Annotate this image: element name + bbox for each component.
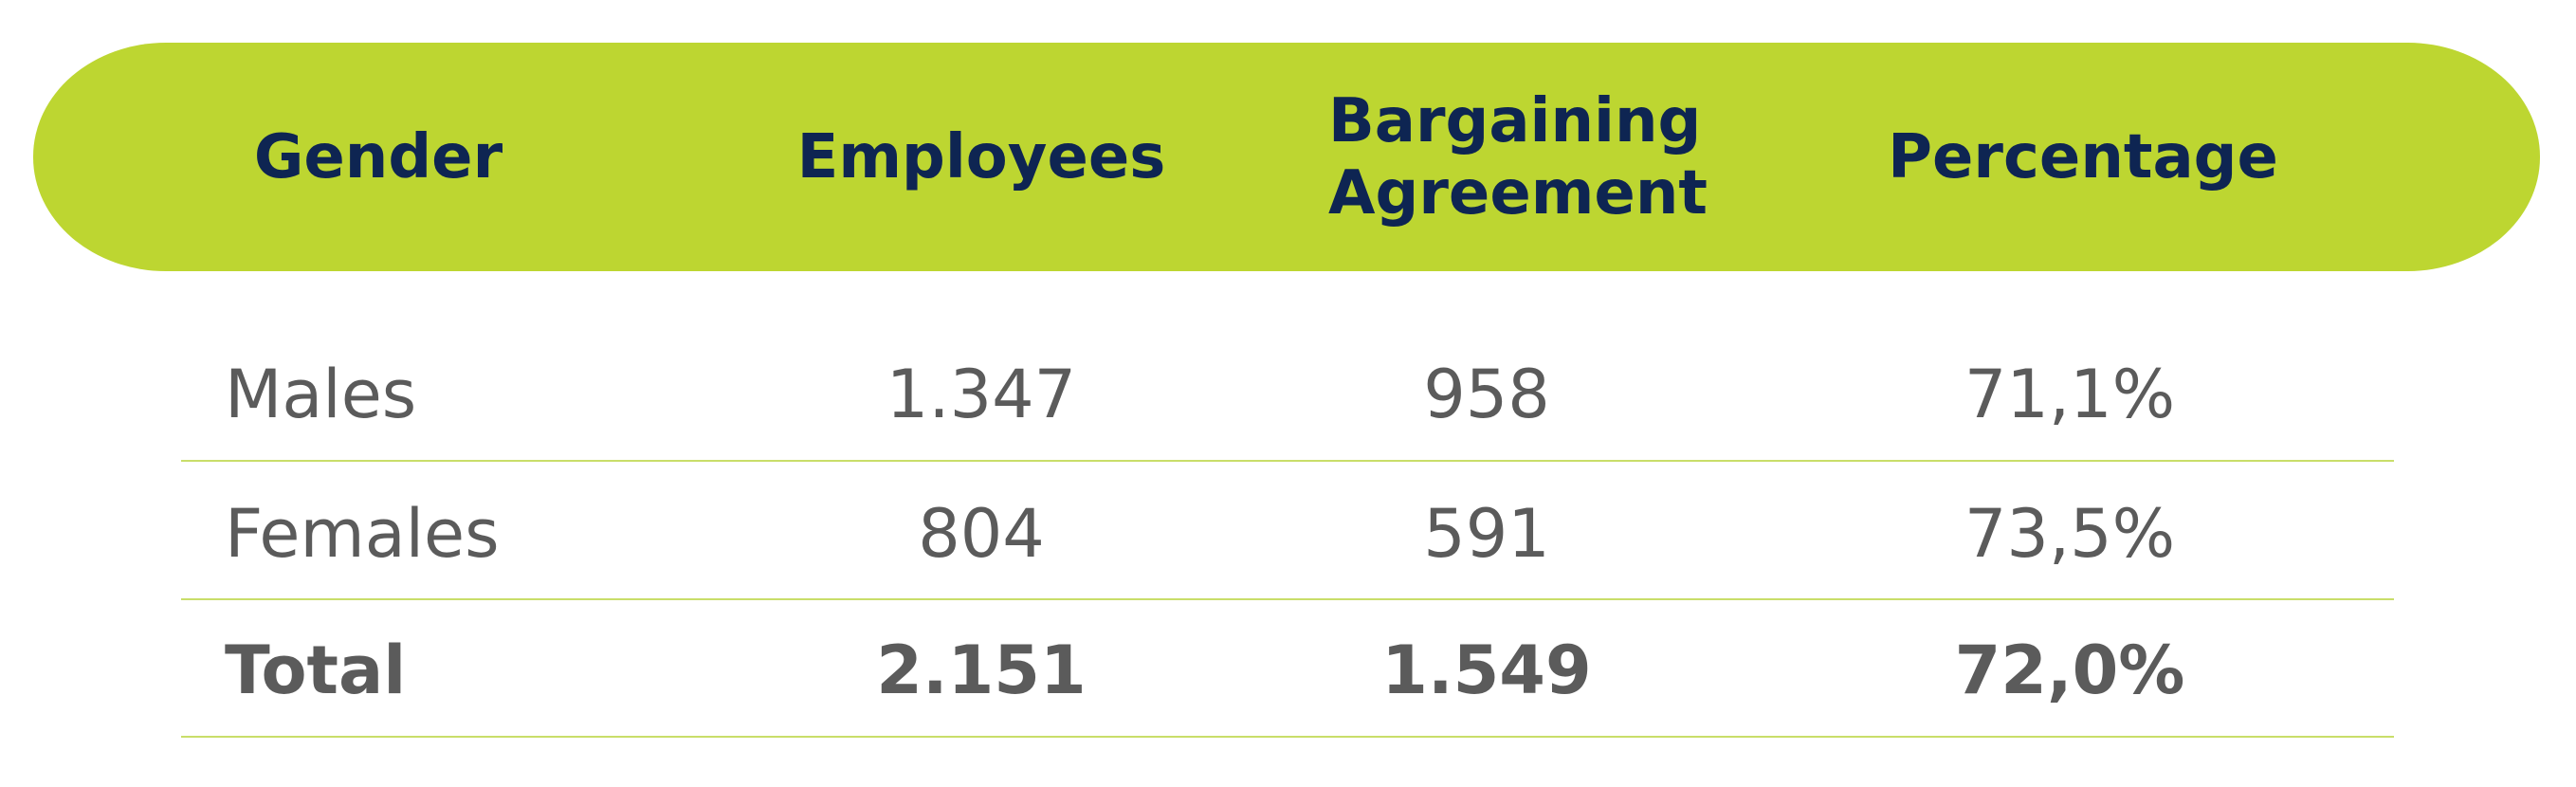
row-label: Males xyxy=(225,356,417,433)
header-cell: Gender xyxy=(253,121,503,192)
row-label: Total xyxy=(225,631,407,709)
header-cell: Percentage xyxy=(1888,121,2278,192)
cell-value: 72,0% xyxy=(1954,631,2185,709)
header-cell: Employees xyxy=(796,121,1166,192)
cell-value: 1.347 xyxy=(886,356,1077,433)
row-divider xyxy=(181,598,2394,600)
row-label: Females xyxy=(225,495,500,573)
cell-value: 804 xyxy=(918,495,1045,573)
cell-value: 958 xyxy=(1423,356,1550,433)
cell-value: 73,5% xyxy=(1964,495,2176,573)
row-divider xyxy=(181,460,2394,462)
cell-value: 1.549 xyxy=(1381,631,1592,709)
cell-value: 591 xyxy=(1423,495,1550,573)
cell-value: 71,1% xyxy=(1964,356,2176,433)
header-band xyxy=(33,43,2540,271)
row-divider xyxy=(181,736,2394,738)
cell-value: 2.151 xyxy=(876,631,1087,709)
header-cell: Bargaining Agreement xyxy=(1328,85,1708,229)
